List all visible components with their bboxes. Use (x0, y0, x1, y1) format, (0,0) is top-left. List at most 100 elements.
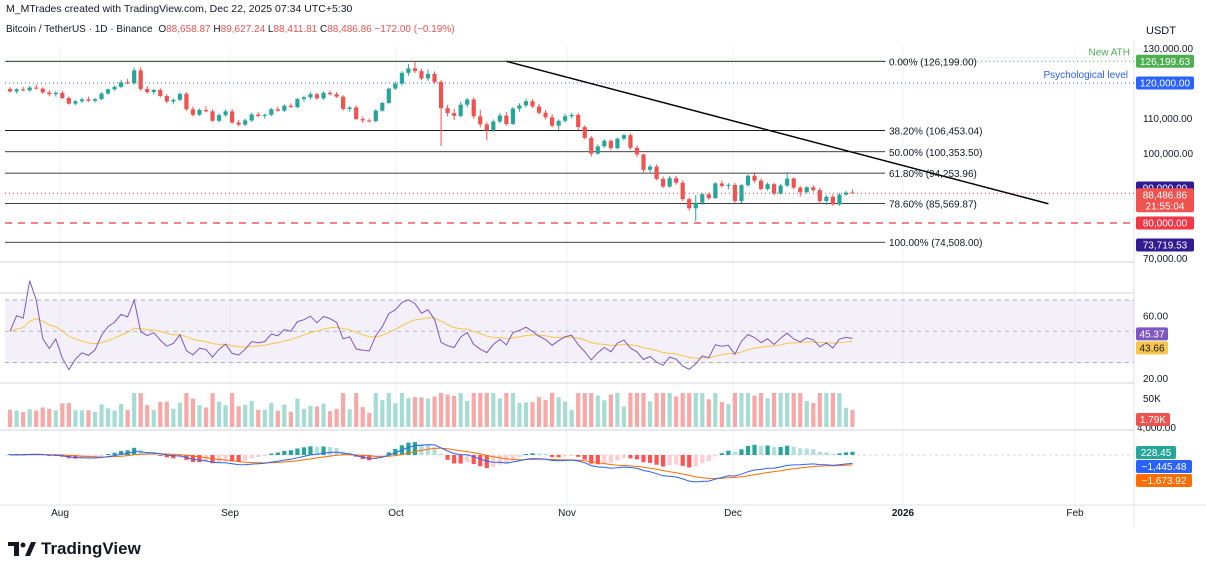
volume-bar (458, 393, 463, 427)
macd-histogram-bar (373, 455, 378, 460)
volume-bar (8, 409, 13, 427)
candle (758, 180, 764, 190)
macd-line (10, 444, 853, 483)
volume-bar (674, 396, 679, 427)
volume-bar (321, 403, 326, 427)
candle (99, 93, 104, 100)
candle (661, 178, 666, 187)
ohlc-open-key: O (158, 24, 167, 35)
volume-bar (830, 393, 835, 427)
volume-bar (484, 393, 489, 427)
volume-bar (843, 407, 849, 427)
level-73k-badge-bg (1136, 238, 1194, 252)
candle (334, 94, 339, 97)
macd-histogram-bar (850, 451, 855, 455)
downtrend-line (506, 60, 1049, 205)
volume-bar (210, 393, 215, 427)
macd-histogram-bar (190, 455, 196, 463)
volume-bar (282, 404, 287, 427)
psych-badge-bg (1136, 76, 1194, 90)
macd-histogram-bar (726, 450, 731, 455)
candle (589, 137, 594, 154)
volume-bar (60, 403, 65, 427)
volume-bar (628, 393, 633, 427)
volume-bar (14, 410, 19, 427)
ath-level-label: New ATH (1089, 47, 1131, 58)
volume-bar (785, 393, 790, 427)
candle (301, 97, 307, 100)
ath-badge: 126,199.63 (1140, 57, 1190, 68)
candle (504, 115, 509, 124)
level-73k-badge: 73,719.53 (1143, 240, 1188, 251)
macd-histogram-bar (295, 448, 300, 455)
candle (184, 93, 189, 110)
candle (824, 196, 829, 201)
candle (177, 93, 182, 100)
volume-bar (563, 401, 568, 427)
ohlc-low-key: L (267, 24, 274, 35)
candle (667, 178, 672, 187)
time-label-dec: Dec (724, 508, 742, 519)
countdown-badge: 21:55:04 (1146, 201, 1185, 212)
rsi-tick: 20.00 (1143, 374, 1168, 385)
candle (21, 89, 26, 91)
volume-bar (73, 410, 78, 427)
macd-histogram-bar (73, 455, 78, 459)
candle (647, 166, 653, 170)
macd-histogram-bar (556, 455, 561, 458)
macd-histogram-bar (615, 455, 620, 461)
macd-histogram-bar (99, 455, 104, 457)
macd-histogram-bar (367, 455, 372, 461)
macd-histogram-bar (230, 455, 235, 462)
volume-bar (837, 393, 842, 427)
candle (60, 92, 65, 99)
candle (680, 182, 685, 200)
ath-badge-bg (1136, 54, 1194, 68)
volume-bar (203, 407, 209, 427)
volume-bar (556, 397, 561, 427)
volume-bar (92, 411, 98, 427)
volume-bar (171, 408, 176, 427)
macd-histogram-bar (634, 455, 640, 460)
macd-histogram-bar (549, 455, 555, 457)
macd-histogram-bar (158, 455, 163, 456)
volume-bar (732, 393, 738, 427)
volume-bar (817, 393, 822, 427)
candle (549, 117, 555, 126)
macd-histogram-bar (138, 449, 143, 455)
price-tick: 130,000.00 (1143, 44, 1193, 55)
volume-bar (256, 409, 261, 427)
volume-bar (184, 393, 189, 427)
candle (203, 109, 209, 112)
brand-name: TradingView (41, 539, 141, 558)
time-label-nov: Nov (558, 508, 576, 519)
macd-histogram-bar (804, 448, 809, 455)
macd-histogram-bar (576, 455, 581, 457)
volume-bar (706, 399, 711, 427)
tradingview-brand[interactable]: TradingView (8, 539, 141, 559)
candle (674, 178, 679, 183)
volume-bar (621, 406, 627, 427)
candle (308, 94, 313, 98)
candle (615, 138, 620, 149)
volume-bar (354, 393, 359, 427)
candle (595, 146, 600, 154)
macd-histogram-bar (563, 455, 568, 457)
candle (125, 82, 130, 84)
currency-label[interactable]: USDT (1146, 25, 1176, 37)
macd-histogram-bar (334, 448, 339, 455)
time-label-aug: Aug (51, 508, 69, 519)
candle (641, 154, 646, 170)
volume-bar (47, 408, 52, 427)
candle (262, 114, 267, 116)
candle (478, 116, 483, 125)
candle (66, 98, 71, 104)
candle (190, 109, 196, 115)
symbol-info[interactable]: Bitcoin / TetherUS · 1D · Binance O88,65… (6, 24, 455, 35)
candle (269, 109, 274, 115)
macd-histogram-bar (243, 455, 248, 461)
candle (380, 102, 385, 111)
candle (452, 113, 457, 116)
volume-bar (850, 409, 855, 427)
